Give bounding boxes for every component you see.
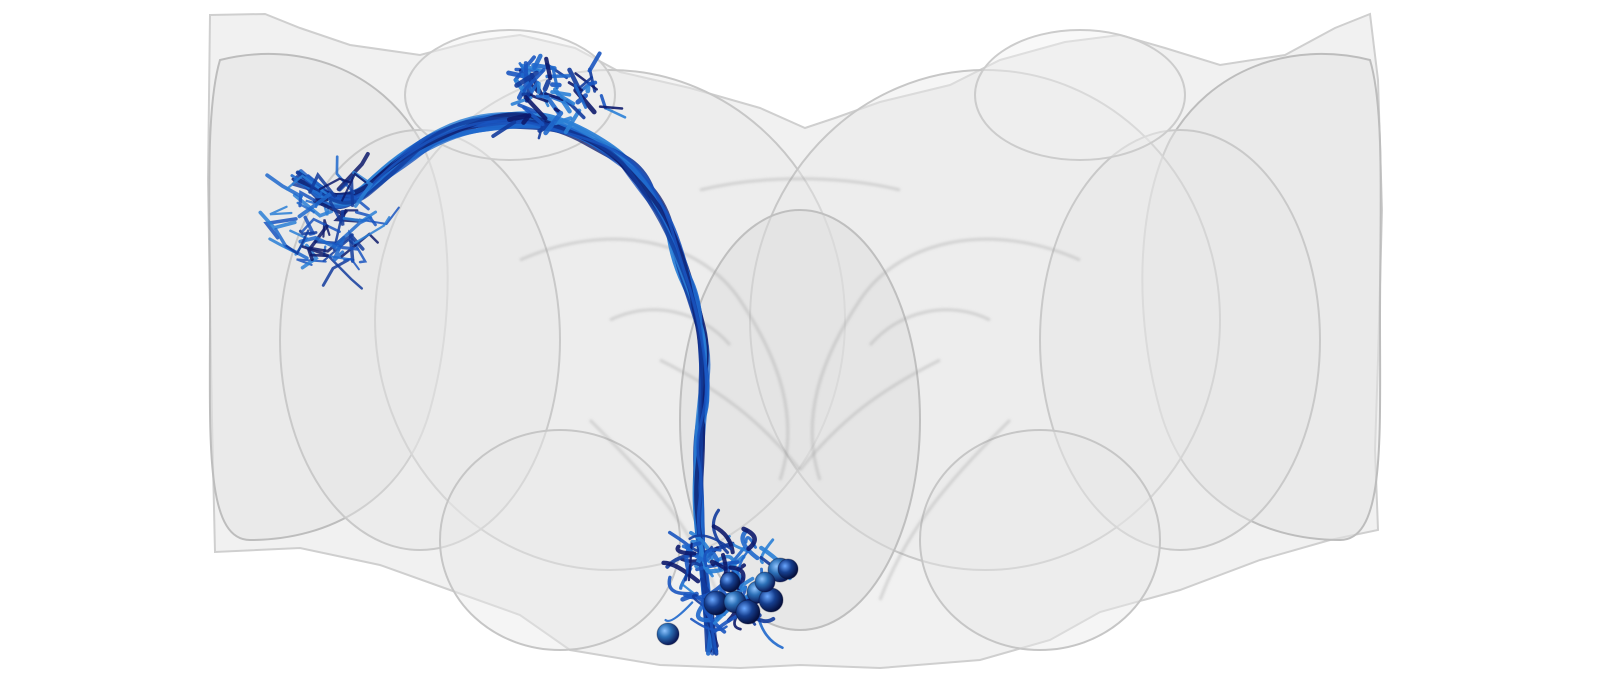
left-arbor-branch bbox=[297, 191, 334, 219]
top-arbor-branch bbox=[514, 70, 540, 88]
top-arbor-branch bbox=[520, 72, 534, 93]
bottom-arbor-branch bbox=[703, 548, 722, 568]
bottom-arbor-branch bbox=[664, 601, 694, 623]
left-arbor-branch bbox=[308, 172, 337, 198]
right-upper-bulge bbox=[974, 29, 1186, 161]
top-arbor-branch bbox=[544, 56, 553, 81]
top-arbor-branch bbox=[573, 83, 588, 109]
top-arbor-branch bbox=[598, 105, 624, 110]
left-arbor-branch bbox=[263, 217, 298, 240]
top-arbor-branch bbox=[587, 51, 602, 73]
bottom-arbor-branch bbox=[675, 544, 697, 556]
top-arbor-branch bbox=[543, 110, 564, 136]
left-arbor-branch bbox=[318, 177, 351, 191]
bottom-arbor-branch bbox=[667, 575, 693, 596]
left-arbor-branch bbox=[321, 258, 350, 287]
soma-cluster bbox=[656, 557, 799, 646]
brain-mesh bbox=[206, 12, 1384, 670]
left-arbor-branch bbox=[343, 257, 360, 271]
bottom-arbor-branch bbox=[741, 526, 757, 551]
top-arbor-branch bbox=[553, 107, 561, 114]
bottom-arbor-branch bbox=[711, 508, 730, 555]
left-arbor-branch bbox=[265, 173, 303, 199]
bottom-arbor-branch bbox=[687, 542, 693, 582]
top-arbor-branch bbox=[535, 94, 550, 99]
left-arbor-branch bbox=[358, 206, 400, 226]
left-arbor-branch bbox=[331, 242, 359, 251]
left-arbor-branch bbox=[298, 235, 341, 251]
left-arbor-branch bbox=[322, 238, 357, 262]
left-arbor-branch bbox=[269, 205, 293, 216]
left-arbor-branch bbox=[296, 201, 315, 214]
bottom-arbor-branch bbox=[759, 538, 775, 565]
left-arbor-branch bbox=[348, 229, 365, 263]
top-arbor-branch bbox=[544, 92, 564, 101]
bottom-arbor-branch bbox=[700, 599, 727, 634]
top-arbor-branch bbox=[559, 94, 576, 106]
left-arbor-branch bbox=[333, 216, 373, 248]
bottom-arbor-branch bbox=[688, 534, 733, 551]
neuron-soma bbox=[777, 558, 799, 580]
top-arbor-branch bbox=[506, 113, 530, 123]
neuron-soma bbox=[719, 571, 741, 593]
left-arbor-branch bbox=[258, 210, 297, 230]
top-arbor-branch bbox=[522, 68, 546, 93]
top-arbor-branch bbox=[542, 79, 551, 92]
left-arbor-branch bbox=[285, 174, 327, 195]
right-inner-neuropil bbox=[1039, 129, 1321, 551]
right-lower-lobe bbox=[919, 429, 1161, 651]
top-arbor-branch bbox=[523, 95, 548, 121]
top-arbor-branch bbox=[521, 113, 532, 125]
top-arbor-branch bbox=[550, 90, 572, 97]
top-arbor-branch bbox=[532, 53, 543, 71]
left-arbor-branch bbox=[338, 174, 355, 207]
left-arbor-branch bbox=[292, 193, 334, 218]
bottom-arbor-branch bbox=[661, 560, 701, 584]
top-arbor-branch bbox=[587, 80, 598, 86]
bottom-arbor-branch bbox=[738, 576, 755, 591]
left-arbor-branch bbox=[323, 204, 330, 216]
left-arbor-branch bbox=[285, 229, 310, 256]
top-arbor-branch bbox=[563, 108, 582, 135]
bottom-arbor-branch bbox=[695, 560, 740, 572]
top-arbor-branch bbox=[551, 69, 559, 90]
left-arbor-branch bbox=[301, 217, 341, 233]
left-arbor-branch bbox=[328, 200, 345, 226]
top-arbor-branch bbox=[526, 92, 549, 103]
bottom-arbor-branch bbox=[740, 528, 760, 561]
left-arbor-branch bbox=[341, 172, 367, 202]
top-arbor-branch bbox=[491, 120, 517, 138]
bottom-arbor-branch bbox=[709, 559, 728, 571]
neuron-soma bbox=[754, 571, 776, 593]
left-arbor-branch bbox=[354, 216, 391, 244]
left-arbor-branch bbox=[298, 229, 318, 236]
top-arbor-branch bbox=[522, 105, 545, 127]
left-arbor-branch bbox=[298, 190, 316, 208]
center-midline-structure bbox=[679, 209, 921, 631]
left-arbor-branch bbox=[301, 245, 330, 258]
left-lower-lobe bbox=[439, 429, 681, 651]
left-arbor-branch bbox=[342, 209, 359, 219]
top-arbor-branch bbox=[605, 107, 627, 119]
neuron-soma bbox=[656, 622, 680, 646]
neuron-soma bbox=[735, 599, 761, 625]
bottom-arbor-branch bbox=[690, 617, 728, 632]
neuron-bundle bbox=[258, 51, 792, 656]
top-arbor-branch bbox=[553, 116, 573, 126]
